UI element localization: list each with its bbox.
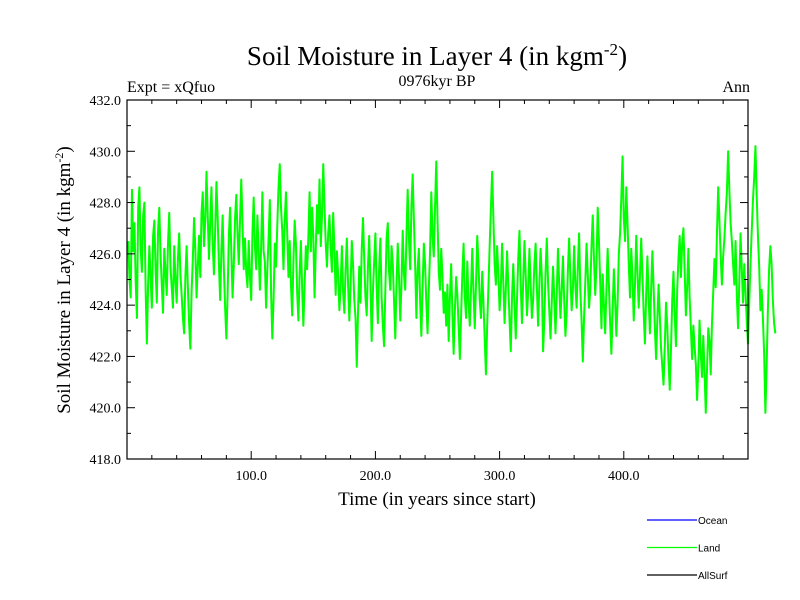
y-tick-label: 426.0: [90, 248, 122, 263]
x-axis-label: Time (in years since start): [338, 489, 536, 510]
series-line-land: [127, 145, 777, 414]
y-tick-label: 428.0: [90, 197, 122, 212]
x-tick-label: 200.0: [360, 469, 392, 484]
legend-label-ocean: Ocean: [698, 516, 727, 527]
y-tick-label: 424.0: [90, 299, 122, 314]
axis-tick-labels: 418.0 420.0 422.0 424.0 426.0 428.0 430.0 432.0…: [90, 94, 640, 484]
season-label: Ann: [722, 79, 750, 96]
y-tick-label: 430.0: [90, 145, 122, 160]
y-tick-label: 420.0: [90, 402, 122, 417]
legend-label-allsurf: AllSurf: [698, 571, 728, 582]
experiment-label: Expt = xQfuo: [127, 79, 215, 96]
y-axis-label: Soil Moisture in Layer 4 (in kgm-2): [52, 146, 75, 414]
legend: Ocean Land AllSurf: [647, 516, 728, 582]
chart-subtitle: 0976kyr BP: [399, 73, 476, 90]
x-tick-label: 100.0: [235, 469, 267, 484]
x-tick-label: 300.0: [484, 469, 516, 484]
y-tick-label: 418.0: [90, 453, 122, 468]
legend-label-land: Land: [698, 544, 720, 555]
y-tick-label: 432.0: [90, 94, 122, 109]
chart-title: Soil Moisture in Layer 4 (in kgm-2): [247, 40, 627, 71]
plot-series: [127, 145, 777, 414]
x-tick-label: 400.0: [608, 469, 640, 484]
plot-frame: [126, 99, 749, 460]
y-tick-label: 422.0: [90, 350, 122, 365]
axis-ticks: [127, 99, 748, 460]
